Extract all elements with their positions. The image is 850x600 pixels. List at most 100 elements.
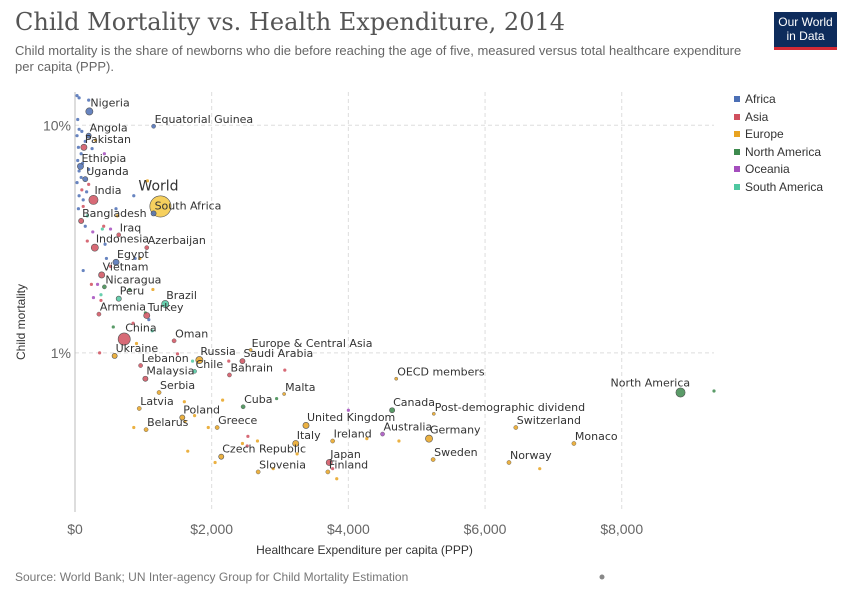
- data-point-pakistan[interactable]: [80, 143, 88, 151]
- data-point-nigeria[interactable]: [85, 107, 94, 116]
- data-point[interactable]: [295, 452, 299, 456]
- data-point[interactable]: [85, 214, 89, 218]
- data-point[interactable]: [128, 287, 132, 292]
- data-point-nicaragua[interactable]: [102, 284, 107, 290]
- data-point[interactable]: [77, 96, 81, 100]
- data-point[interactable]: [77, 127, 81, 131]
- data-point[interactable]: [240, 441, 245, 446]
- data-point-ireland[interactable]: [330, 438, 335, 444]
- data-point[interactable]: [147, 318, 151, 322]
- data-point[interactable]: [397, 439, 401, 443]
- data-point[interactable]: [132, 194, 136, 198]
- data-point[interactable]: [85, 239, 89, 243]
- data-point-norway[interactable]: [506, 460, 512, 465]
- data-point-bangladesh[interactable]: [78, 218, 85, 224]
- data-point[interactable]: [85, 190, 89, 194]
- data-point[interactable]: [186, 449, 190, 453]
- data-point[interactable]: [108, 227, 113, 231]
- data-point[interactable]: [134, 341, 139, 346]
- data-point[interactable]: [80, 129, 84, 133]
- data-point[interactable]: [335, 477, 339, 481]
- data-point-angola[interactable]: [85, 132, 92, 139]
- data-point[interactable]: [275, 396, 279, 401]
- legend-item-europe[interactable]: Europe: [734, 127, 784, 141]
- data-point-uganda[interactable]: [82, 176, 89, 183]
- data-point[interactable]: [365, 437, 369, 441]
- data-point[interactable]: [102, 224, 106, 228]
- data-point-latvia[interactable]: [136, 406, 142, 411]
- data-point[interactable]: [227, 359, 231, 363]
- data-point[interactable]: [150, 329, 154, 333]
- data-point-cuba[interactable]: [240, 404, 246, 410]
- data-point[interactable]: [76, 117, 80, 122]
- data-point-ukraine[interactable]: [111, 353, 118, 359]
- data-point-belarus[interactable]: [143, 427, 149, 432]
- data-point-post-demographic-dividend[interactable]: [431, 412, 436, 416]
- data-point[interactable]: [712, 389, 716, 393]
- data-point[interactable]: [81, 198, 85, 202]
- data-point[interactable]: [79, 152, 83, 156]
- data-point-monaco[interactable]: [571, 441, 577, 446]
- data-point[interactable]: [192, 414, 197, 418]
- legend-item-south-america[interactable]: South America: [734, 180, 823, 194]
- data-point-iraq[interactable]: [116, 232, 122, 238]
- data-point[interactable]: [132, 425, 136, 430]
- data-point[interactable]: [175, 352, 180, 356]
- data-point-malaysia[interactable]: [142, 375, 149, 382]
- data-point[interactable]: [190, 359, 195, 363]
- data-point[interactable]: [221, 398, 225, 402]
- data-point-canada[interactable]: [389, 407, 396, 414]
- data-point[interactable]: [151, 287, 155, 292]
- data-point[interactable]: [111, 325, 115, 329]
- data-point-chile[interactable]: [192, 369, 197, 374]
- data-point-oecd-members[interactable]: [394, 376, 399, 381]
- data-point[interactable]: [91, 295, 96, 300]
- data-point-armenia[interactable]: [96, 311, 102, 317]
- data-point-united-kingdom[interactable]: [302, 422, 310, 429]
- data-point[interactable]: [138, 256, 142, 261]
- data-point[interactable]: [89, 282, 94, 286]
- data-point[interactable]: [99, 298, 103, 303]
- data-point-serbia[interactable]: [156, 390, 162, 395]
- data-point[interactable]: [87, 167, 91, 171]
- timeline-dot-icon[interactable]: [599, 574, 605, 580]
- data-point[interactable]: [77, 169, 81, 173]
- data-point-poland[interactable]: [179, 414, 186, 421]
- data-point-japan[interactable]: [325, 459, 333, 466]
- data-point-slovenia[interactable]: [255, 469, 261, 475]
- data-point-czech-republic[interactable]: [218, 453, 225, 460]
- data-point-india[interactable]: [88, 195, 99, 205]
- data-point[interactable]: [102, 152, 106, 156]
- legend-item-north-america[interactable]: North America: [734, 145, 821, 159]
- data-point[interactable]: [182, 400, 186, 404]
- legend-item-africa[interactable]: Africa: [734, 92, 776, 106]
- data-point[interactable]: [79, 175, 83, 180]
- data-point[interactable]: [108, 264, 113, 268]
- data-point-azerbaijan[interactable]: [144, 245, 150, 250]
- data-point[interactable]: [75, 180, 79, 185]
- data-point[interactable]: [76, 207, 81, 211]
- data-point-turkey[interactable]: [143, 312, 151, 319]
- data-point[interactable]: [75, 93, 79, 98]
- data-point[interactable]: [331, 467, 335, 471]
- data-point-peru[interactable]: [115, 295, 122, 302]
- data-point[interactable]: [246, 434, 250, 438]
- data-point[interactable]: [115, 214, 119, 218]
- data-point-saudi-arabia[interactable]: [239, 358, 246, 365]
- data-point[interactable]: [183, 419, 187, 424]
- data-point-malta[interactable]: [282, 392, 286, 396]
- data-point[interactable]: [91, 230, 95, 234]
- data-point[interactable]: [271, 467, 275, 471]
- data-point-brazil[interactable]: [161, 300, 170, 308]
- data-point-egypt[interactable]: [112, 258, 120, 266]
- data-point-vietnam[interactable]: [98, 271, 106, 279]
- data-point[interactable]: [76, 145, 81, 149]
- data-point-bahrain[interactable]: [227, 372, 232, 378]
- data-point-south-africa[interactable]: [150, 210, 157, 217]
- data-point-russia[interactable]: [195, 356, 204, 364]
- data-point[interactable]: [133, 256, 137, 261]
- data-point-ethiopia[interactable]: [77, 162, 84, 170]
- data-point[interactable]: [93, 138, 98, 142]
- data-point[interactable]: [87, 182, 91, 186]
- data-point[interactable]: [77, 194, 81, 198]
